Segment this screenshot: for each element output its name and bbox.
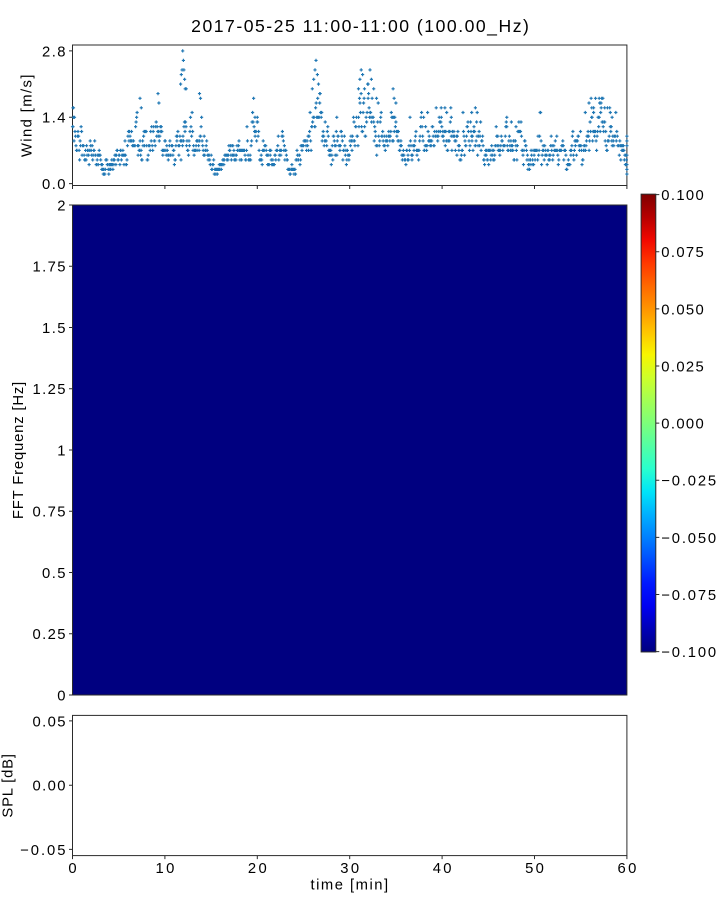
svg-text:50: 50	[525, 861, 544, 877]
svg-text:−0.100: −0.100	[661, 645, 716, 661]
svg-text:2: 2	[57, 198, 65, 214]
svg-text:0.25: 0.25	[33, 627, 66, 643]
svg-text:1.25: 1.25	[33, 382, 66, 398]
svg-text:2017-05-25 11:00-11:00 (100.00: 2017-05-25 11:00-11:00 (100.00_Hz)	[191, 16, 529, 37]
svg-text:0.000: 0.000	[661, 417, 703, 433]
svg-text:Wind [m/s]: Wind [m/s]	[19, 75, 35, 158]
svg-text:−0.05: −0.05	[20, 843, 65, 859]
svg-text:40: 40	[433, 861, 452, 877]
svg-text:−0.025: −0.025	[661, 474, 716, 490]
svg-text:0.025: 0.025	[661, 359, 703, 375]
svg-text:2.8: 2.8	[42, 44, 66, 60]
svg-text:60: 60	[618, 861, 637, 877]
svg-text:0: 0	[57, 688, 65, 704]
svg-text:10: 10	[156, 861, 175, 877]
svg-text:0.075: 0.075	[661, 245, 703, 261]
svg-text:0.00: 0.00	[33, 779, 66, 795]
svg-text:0.05: 0.05	[33, 714, 66, 730]
svg-text:−0.050: −0.050	[661, 531, 716, 547]
svg-text:1.75: 1.75	[33, 260, 66, 276]
svg-text:0.100: 0.100	[661, 188, 703, 204]
svg-text:1.4: 1.4	[42, 111, 66, 127]
svg-text:FFT Frequenz [Hz]: FFT Frequenz [Hz]	[11, 382, 27, 519]
svg-text:30: 30	[340, 861, 359, 877]
svg-text:0.050: 0.050	[661, 302, 703, 318]
svg-text:SPL [dB]: SPL [dB]	[1, 754, 17, 818]
svg-text:0.0: 0.0	[42, 177, 66, 193]
svg-text:20: 20	[248, 861, 267, 877]
svg-text:0.5: 0.5	[42, 566, 66, 582]
svg-text:time [min]: time [min]	[311, 878, 389, 894]
svg-text:0: 0	[68, 861, 76, 877]
svg-text:1: 1	[57, 443, 65, 459]
svg-text:1.5: 1.5	[42, 321, 66, 337]
svg-text:0.75: 0.75	[33, 505, 66, 521]
svg-text:−0.075: −0.075	[661, 588, 716, 604]
